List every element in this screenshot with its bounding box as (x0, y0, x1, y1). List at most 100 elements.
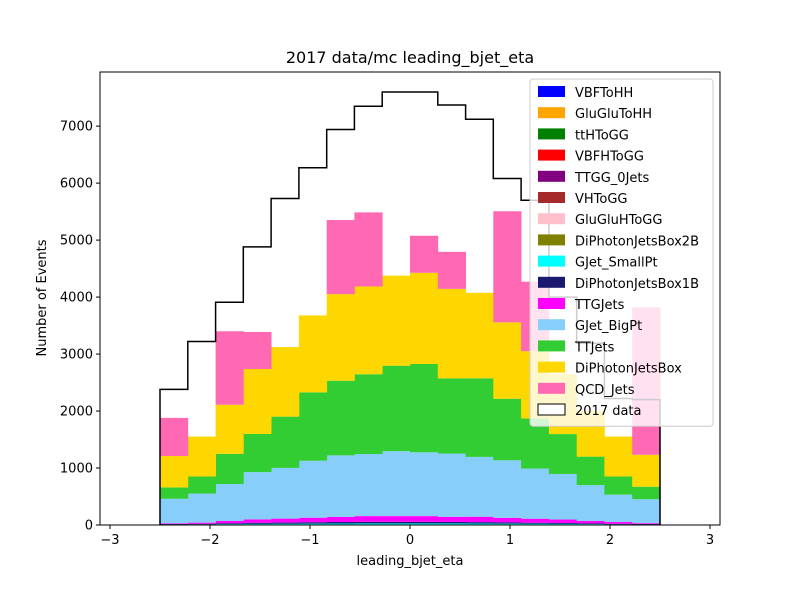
bar-gjet-bigpt-bin-9 (410, 452, 438, 516)
legend: VBFToHH GluGluToHH ttHToGG VBFHToGG TTGG_0Je… (530, 79, 713, 426)
legend-label-tthtogg: ttHToGG (575, 128, 629, 143)
legend-label-glugluhtogg: GluGluHToGG (575, 213, 662, 228)
bar-diphotonjetsbox1b-bin-11 (466, 522, 494, 523)
bar-ttgjets-bin-13 (521, 519, 549, 523)
bar-diphotonjetsbox1b-bin-14 (549, 523, 577, 524)
bar-diphotonjetsbox-bin-3 (243, 369, 271, 434)
legend-label-ttgg-0jets: TTGG_0Jets (574, 171, 650, 186)
x-axis-label: leading_bjet_eta (357, 554, 464, 569)
bar-qcd-jets-bin-12 (493, 211, 521, 322)
y-tick-label: 0 (85, 519, 93, 534)
bar-diphotonjetsbox1b-bin-6 (327, 522, 355, 523)
bar-qcd-jets-bin-10 (438, 252, 466, 289)
bar-gjet-bigpt-bin-12 (493, 460, 521, 518)
bar-ttjets-bin-2 (216, 454, 244, 484)
bar-diphotonjetsbox-bin-11 (466, 293, 494, 378)
legend-swatch-ttgg-0jets (538, 171, 565, 182)
bar-ttgjets-bin-9 (410, 516, 438, 522)
bar-gjet-bigpt-bin-3 (243, 472, 271, 519)
legend-swatch-gluglutohh (538, 107, 565, 118)
legend-label-ttgjets: TTGJets (574, 298, 625, 313)
legend-swatch-ttjets (538, 340, 565, 351)
bar-qcd-jets-bin-2 (216, 331, 244, 405)
legend-swatch-diphotonjetsbox (538, 362, 565, 373)
bar-gjet-bigpt-bin-7 (354, 454, 382, 516)
bar-ttjets-bin-5 (299, 392, 327, 460)
x-tick-label: 0 (406, 533, 414, 548)
bar-gjet-bigpt-bin-6 (327, 455, 355, 517)
bar-ttjets-bin-8 (382, 366, 410, 451)
legend-label-vbftohh: VBFToHH (575, 86, 633, 101)
bar-gjet-bigpt-bin-2 (216, 484, 244, 521)
bar-diphotonjetsbox-bin-12 (493, 322, 521, 398)
bar-ttgjets-bin-12 (493, 518, 521, 523)
legend-label-vbfhtogg: VBFHToGG (575, 150, 644, 165)
bar-diphotonjetsbox1b-bin-9 (410, 522, 438, 524)
bar-ttgjets-bin-11 (466, 517, 494, 522)
y-tick-label: 7000 (60, 120, 93, 135)
legend-swatch-diphotonjetsbox1b (538, 277, 565, 288)
bar-diphotonjetsbox1b-bin-7 (354, 522, 382, 524)
legend-label-gjet-bigpt: GJet_BigPt (575, 319, 642, 334)
bar-diphotonjetsbox-bin-9 (410, 273, 438, 364)
legend-label-vhtogg: VHToGG (575, 192, 628, 207)
bar-diphotonjetsbox1b-bin-16 (604, 524, 632, 525)
bar-gjet-bigpt-bin-8 (382, 451, 410, 516)
bar-diphotonjetsbox-bin-17 (632, 455, 660, 487)
bar-ttjets-bin-12 (493, 399, 521, 461)
bar-diphotonjetsbox1b-bin-1 (188, 524, 216, 525)
legend-label-diphotonjetsbox2b: DiPhotonJetsBox2B (575, 234, 699, 249)
bar-diphotonjetsbox1b-bin-4 (271, 523, 299, 524)
bar-ttjets-bin-4 (271, 417, 299, 468)
bar-ttjets-bin-3 (243, 434, 271, 472)
bar-diphotonjetsbox1b-bin-2 (216, 523, 244, 524)
legend-swatch-vbfhtogg (538, 150, 565, 161)
legend-swatch-glugluhtogg (538, 213, 565, 224)
bar-diphotonjetsbox-bin-5 (299, 315, 327, 392)
bar-ttgjets-bin-14 (549, 520, 577, 523)
legend-swatch-gjet-smallpt (538, 256, 565, 267)
x-tick-label: 3 (706, 533, 714, 548)
bar-diphotonjetsbox1b-bin-3 (243, 523, 271, 524)
legend-swatch-vbftohh (538, 86, 565, 97)
bar-ttgjets-bin-10 (438, 517, 466, 522)
bar-ttgjets-bin-5 (299, 518, 327, 523)
bar-diphotonjetsbox1b-bin-10 (438, 522, 466, 523)
x-tick-label: 1 (506, 533, 514, 548)
bar-ttgjets-bin-16 (604, 522, 632, 524)
legend-label-gluglutohh: GluGluToHH (575, 107, 652, 122)
legend-swatch-diphotonjetsbox2b (538, 234, 565, 245)
bar-gjet-bigpt-bin-13 (521, 469, 549, 519)
y-tick-label: 4000 (60, 291, 93, 306)
bar-qcd-jets-bin-6 (327, 220, 355, 294)
legend-label-ttjets: TTJets (574, 340, 615, 355)
bar-diphotonjetsbox1b-bin-15 (577, 523, 605, 524)
bar-ttjets-bin-17 (632, 487, 660, 500)
legend-label-diphotonjetsbox1b: DiPhotonJetsBox1B (575, 277, 699, 292)
bar-diphotonjetsbox-bin-1 (188, 437, 216, 477)
bar-ttgjets-bin-7 (354, 516, 382, 522)
bar-gjet-bigpt-bin-4 (271, 468, 299, 519)
bar-ttgjets-bin-3 (243, 519, 271, 522)
bar-gjet-bigpt-bin-14 (549, 474, 577, 520)
bar-ttgjets-bin-8 (382, 516, 410, 522)
bar-ttgjets-bin-0 (160, 523, 188, 524)
bar-diphotonjetsbox-bin-7 (354, 286, 382, 374)
y-tick-label: 1000 (60, 462, 93, 477)
bar-ttjets-bin-11 (466, 378, 494, 457)
legend-swatch-vhtogg (538, 192, 565, 203)
bar-ttjets-bin-1 (188, 476, 216, 493)
bar-diphotonjetsbox-bin-2 (216, 405, 244, 454)
bar-gjet-bigpt-bin-15 (577, 485, 605, 521)
y-tick-label: 6000 (60, 177, 93, 192)
bar-ttgjets-bin-15 (577, 521, 605, 523)
y-axis-label: Number of Events (35, 239, 50, 356)
bar-gjet-bigpt-bin-11 (466, 457, 494, 517)
bar-ttjets-bin-15 (577, 457, 605, 485)
bar-qcd-jets-bin-9 (410, 236, 438, 273)
bar-diphotonjetsbox1b-bin-5 (299, 522, 327, 523)
x-tick-label: 2 (606, 533, 614, 548)
bar-ttjets-bin-7 (354, 374, 382, 454)
